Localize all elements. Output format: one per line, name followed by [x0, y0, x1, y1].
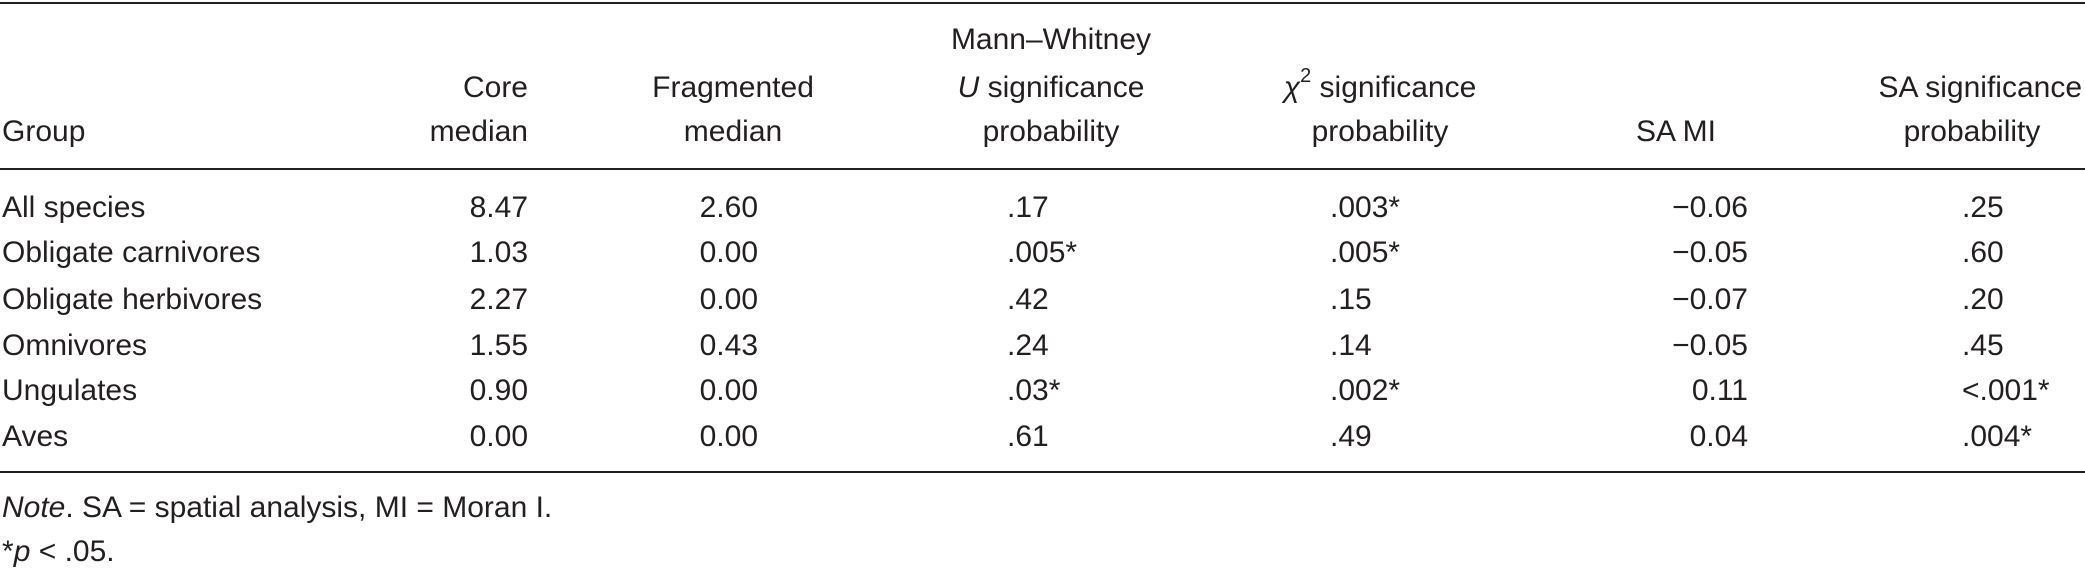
table-cell: 0.00	[700, 420, 758, 453]
table-cell: .42	[1007, 283, 1049, 316]
row-label: All species	[2, 191, 145, 224]
table-cell: 0.11	[1692, 374, 1748, 407]
header-cell: SA significance	[1879, 71, 2082, 104]
table-cell: .17	[1007, 191, 1049, 224]
header-cell: Group	[2, 115, 85, 148]
table-cell: .03*	[1007, 374, 1061, 407]
table-cell: 0.00	[470, 420, 528, 453]
header-cell: U significance	[958, 71, 1145, 104]
footnote-marker: *	[2, 535, 14, 568]
header-cell: Core	[463, 71, 528, 104]
table-cell: 2.60	[700, 191, 758, 224]
table-cell: 0.00	[700, 236, 758, 269]
table-cell: −0.06	[1672, 191, 1748, 224]
table-cell: 1.55	[470, 329, 528, 362]
row-label: Aves	[2, 420, 68, 453]
table-cell: 1.03	[470, 236, 528, 269]
header-cell: Fragmented	[652, 71, 814, 104]
header-cell: probability	[983, 115, 1120, 148]
header-italic: U	[958, 71, 980, 104]
table-cell: <.001*	[1962, 374, 2050, 407]
row-label: Ungulates	[2, 374, 137, 407]
note-label: Note	[2, 491, 65, 524]
table-cell: .15	[1330, 283, 1372, 316]
header-symbol: χ	[1281, 71, 1301, 104]
header-text: significance	[1320, 71, 1477, 104]
table-cell: 0.00	[700, 283, 758, 316]
footnote-text: < .05.	[30, 535, 114, 568]
table-cell: .002*	[1330, 374, 1400, 407]
row-label: Obligate carnivores	[2, 236, 260, 269]
table-cell: .005*	[1007, 236, 1077, 269]
table-cell: .004*	[1962, 420, 2032, 453]
header-cell: probability	[1312, 115, 1449, 148]
header-cell: probability	[1904, 115, 2041, 148]
table-cell: 0.00	[700, 374, 758, 407]
table-cell: −0.05	[1672, 329, 1748, 362]
table-cell: .005*	[1330, 236, 1400, 269]
table-cell: 8.47	[470, 191, 528, 224]
header-cell: median	[684, 115, 782, 148]
table-cell: .61	[1007, 420, 1049, 453]
table-cell: 0.90	[470, 374, 528, 407]
table-body: All species 8.47 2.60 .17 .003* −0.06 .25 Oblig…	[2, 191, 2050, 453]
table-cell: 0.43	[700, 329, 758, 362]
table-note: Note. SA = spatial analysis, MI = Moran …	[2, 491, 552, 524]
header-cell: median	[430, 115, 528, 148]
table-cell: .14	[1330, 329, 1372, 362]
table-cell: .25	[1962, 191, 2004, 224]
table-cell: −0.07	[1672, 283, 1748, 316]
table-cell: 0.04	[1690, 420, 1748, 453]
row-label: Omnivores	[2, 329, 147, 362]
header-text: significance	[988, 71, 1145, 104]
table-cell: .24	[1007, 329, 1049, 362]
row-label: Obligate herbivores	[2, 283, 262, 316]
note-text: . SA = spatial analysis, MI = Moran I.	[65, 491, 552, 524]
table-cell: .60	[1962, 236, 2004, 269]
header-cell: Mann–Whitney	[951, 23, 1151, 56]
table-footnote: *p < .05.	[2, 535, 115, 568]
table-cell: .45	[1962, 329, 2004, 362]
footnote-symbol: p	[13, 535, 31, 568]
table-cell: .003*	[1330, 191, 1400, 224]
table-cell: 2.27	[470, 283, 528, 316]
header-superscript: 2	[1300, 65, 1311, 87]
header-cell: χ2 significance	[1281, 59, 1477, 104]
header-cell: SA MI	[1636, 115, 1716, 148]
table-cell: .49	[1330, 420, 1372, 453]
table-cell: −0.05	[1672, 236, 1748, 269]
table-cell: .20	[1962, 283, 2004, 316]
